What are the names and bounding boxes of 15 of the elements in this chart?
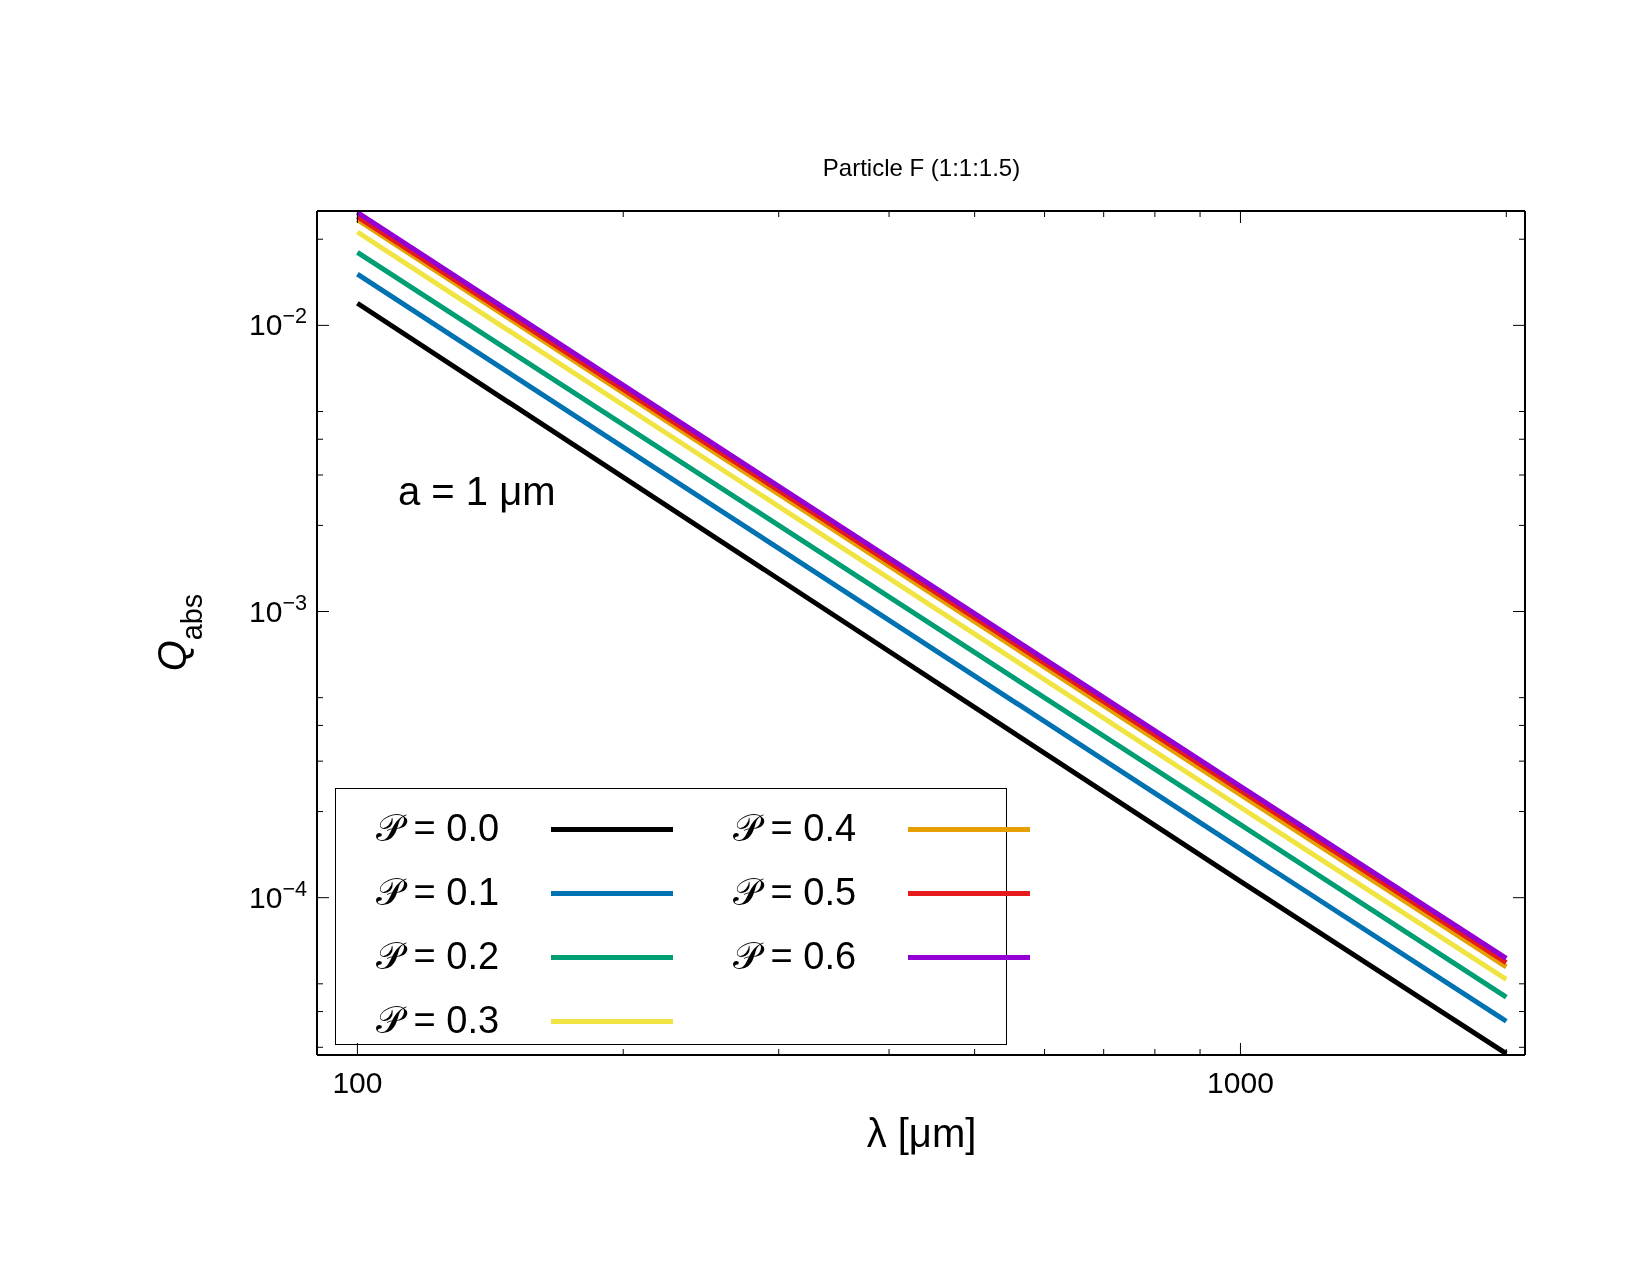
legend-label: 𝒫 = 0.5 bbox=[733, 871, 858, 915]
y-tick-label: 10$^{−4}$ bbox=[249, 875, 307, 914]
legend-label: 𝒫 = 0.1 bbox=[376, 871, 501, 915]
x-axis-title: λ [μm] bbox=[866, 1111, 977, 1155]
legend-label: 𝒫 = 0.6 bbox=[733, 935, 858, 979]
legend-label: 𝒫 = 0.0 bbox=[376, 807, 501, 851]
y-tick-label: 10$^{−2}$ bbox=[249, 302, 307, 342]
legend-label: 𝒫 = 0.4 bbox=[733, 807, 858, 851]
legend-label: 𝒫 = 0.3 bbox=[376, 999, 501, 1043]
x-tick-label: 100 bbox=[332, 1066, 383, 1099]
chart-title: Particle F (1:1:1.5) bbox=[822, 154, 1021, 181]
x-tick-label: 1000 bbox=[1207, 1066, 1274, 1099]
y-tick-label: 10$^{−3}$ bbox=[249, 589, 307, 628]
legend-label: 𝒫 = 0.2 bbox=[376, 935, 501, 979]
annotation: a = 1 μm bbox=[398, 469, 556, 513]
